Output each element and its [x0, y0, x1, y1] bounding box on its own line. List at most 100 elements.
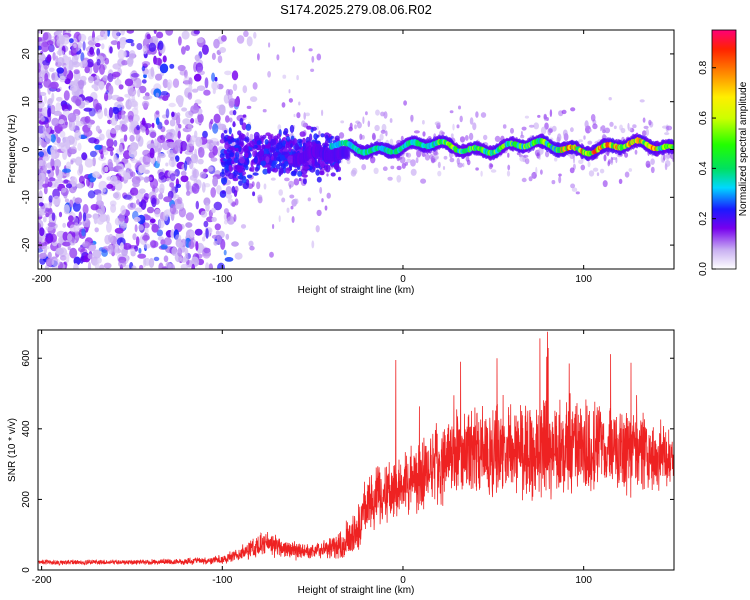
faint-blob	[422, 131, 426, 137]
transition-blob	[316, 176, 322, 183]
noise-blob	[102, 149, 109, 156]
noise-blob	[63, 67, 67, 77]
noise-blob	[70, 160, 74, 165]
noise-blob	[38, 30, 44, 34]
noise-blob	[121, 110, 125, 120]
noise-blob	[113, 139, 118, 147]
faint-blob	[462, 162, 465, 168]
transition-blob	[241, 122, 247, 131]
noise-blob	[163, 255, 169, 263]
faint-blob	[449, 110, 454, 114]
noise-blob	[141, 79, 147, 84]
noise-blob	[127, 87, 137, 97]
faint-blob	[292, 46, 295, 53]
noise-blob	[188, 240, 195, 250]
transition-blob	[237, 175, 244, 180]
transition-blob	[296, 138, 303, 143]
faint-blob	[669, 152, 674, 160]
noise-blob	[188, 77, 193, 86]
faint-blob	[276, 54, 280, 61]
noise-blob	[144, 92, 150, 97]
faint-blob	[592, 123, 598, 130]
noise-blob	[182, 118, 191, 125]
faint-blob	[632, 124, 637, 129]
faint-blob	[293, 178, 300, 186]
noise-blob	[196, 37, 204, 43]
noise-blob	[146, 33, 151, 40]
noise-blob	[191, 263, 196, 269]
noise-blob	[53, 182, 59, 188]
noise-blob	[184, 160, 188, 171]
transition-blob	[229, 152, 235, 158]
faint-blob	[321, 198, 324, 203]
noise-blob	[149, 241, 155, 246]
transition-blob	[259, 149, 264, 157]
noise-blob	[246, 36, 253, 47]
noise-blob	[174, 140, 181, 152]
transition-blob	[328, 137, 333, 144]
faint-blob	[267, 71, 271, 78]
noise-blob	[105, 214, 110, 224]
transition-blob	[285, 143, 290, 149]
faint-blob	[269, 251, 274, 258]
faint-blob	[227, 93, 233, 101]
noise-blob	[46, 169, 51, 174]
faint-blob	[359, 133, 363, 140]
noise-blob	[144, 123, 152, 129]
faint-blob	[396, 165, 402, 171]
transition-blob	[260, 160, 267, 167]
transition-blob	[282, 130, 288, 136]
noise-blob	[150, 131, 157, 138]
noise-blob	[158, 171, 165, 180]
snr-series-line	[38, 331, 674, 567]
noise-blob	[94, 144, 103, 150]
transition-blob	[267, 169, 271, 174]
noise-blob	[96, 193, 102, 204]
noise-blob	[196, 85, 206, 91]
noise-blob	[118, 259, 127, 268]
faint-blob	[545, 150, 550, 158]
noise-blob	[78, 79, 85, 90]
noise-blob	[135, 133, 141, 142]
noise-blob	[165, 261, 172, 269]
transition-blob	[223, 129, 228, 134]
faint-blob	[371, 132, 376, 140]
faint-blob	[401, 162, 406, 169]
noise-blob	[92, 213, 99, 220]
y-tick-label: -10	[21, 190, 32, 205]
transition-blob	[235, 147, 239, 153]
x-tick-label: 0	[400, 274, 406, 285]
faint-blob	[449, 157, 455, 163]
x-tick-label: 100	[575, 274, 592, 285]
noise-blob	[185, 190, 191, 196]
noise-blob	[143, 243, 151, 249]
faint-blob	[570, 107, 576, 112]
noise-blob	[56, 67, 64, 74]
faint-blob	[315, 225, 320, 233]
faint-blob	[663, 153, 666, 161]
noise-blob	[141, 235, 150, 241]
faint-blob	[459, 115, 463, 123]
transition-blob	[270, 139, 277, 146]
noise-blob	[143, 193, 150, 200]
noise-blob	[189, 174, 198, 181]
noise-blob	[123, 194, 132, 200]
noise-blob	[223, 249, 227, 256]
faint-blob	[437, 170, 442, 177]
noise-blob	[141, 117, 146, 127]
faint-blob	[251, 181, 255, 188]
spectrogram-y-ticks: -20 -10 0 10 20	[21, 48, 674, 252]
noise-blob	[80, 255, 87, 260]
noise-blob	[195, 62, 204, 73]
faint-blob	[610, 159, 614, 165]
noise-blob	[110, 118, 118, 126]
y-tick-label: 0	[21, 146, 32, 152]
noise-blob	[102, 75, 109, 82]
faint-blob	[387, 176, 393, 181]
transition-blob	[316, 134, 320, 138]
transition-blob	[221, 168, 225, 175]
faint-blob	[619, 124, 623, 131]
noise-blob	[94, 42, 101, 48]
noise-blob	[138, 164, 146, 174]
transition-blob	[220, 132, 225, 140]
